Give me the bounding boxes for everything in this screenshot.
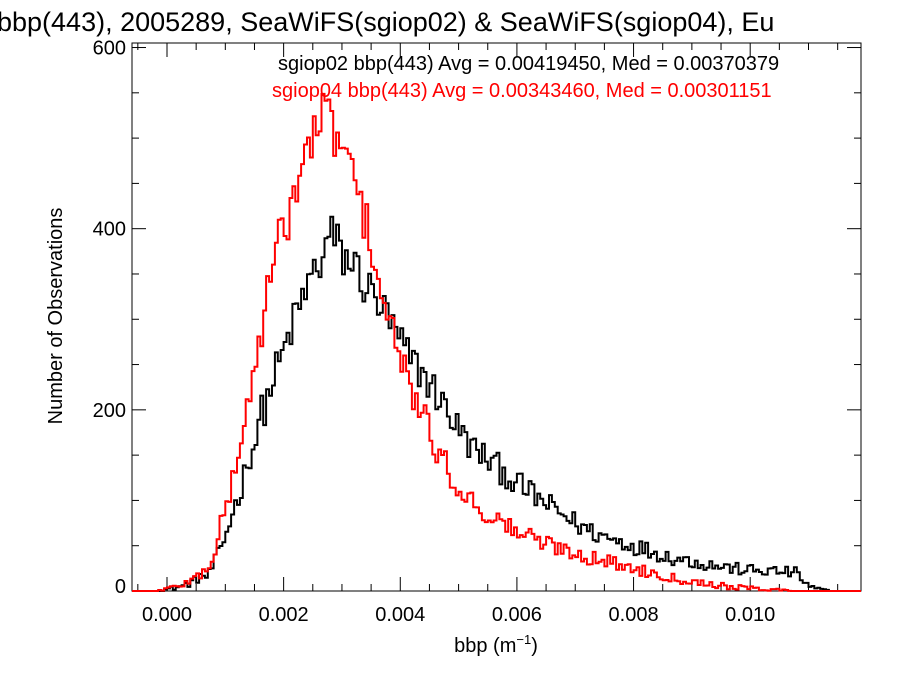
y-tick-label: 0 — [115, 576, 126, 598]
legend-sgiop04: sgiop04 bbp(443) Avg = 0.00343460, Med =… — [272, 80, 772, 102]
y-axis-label: Number of Observations — [45, 208, 67, 425]
y-tick-label: 400 — [93, 219, 126, 241]
x-axis-label-close: ) — [531, 635, 538, 657]
x-axis-label: bbp (m−1) — [454, 632, 538, 657]
plot-frame — [131, 42, 862, 592]
y-tick-label: 600 — [93, 38, 126, 60]
y-tick-label: 200 — [93, 400, 126, 422]
x-axis-label-main: bbp (m — [454, 635, 516, 657]
series-sgiop02-line — [132, 215, 861, 592]
x-tick-label: 0.004 — [375, 604, 425, 626]
x-tick-label: 0.008 — [609, 604, 659, 626]
y-axis: 0 200 400 600 — [93, 38, 861, 598]
x-tick-label: 0.000 — [142, 604, 192, 626]
x-tick-label: 0.002 — [259, 604, 309, 626]
x-axis-label-superscript: −1 — [516, 632, 531, 647]
x-tick-label: 0.010 — [725, 604, 775, 626]
chart-title: bbp(443), 2005289, SeaWiFS(sgiop02) & Se… — [0, 7, 774, 37]
x-tick-label: 0.006 — [492, 604, 542, 626]
series-sgiop04-line — [132, 92, 861, 592]
legend-sgiop02: sgiop02 bbp(443) Avg = 0.00419450, Med =… — [278, 53, 779, 75]
x-axis: 0.000 0.002 0.004 0.006 0.008 0.010 — [137, 43, 839, 626]
